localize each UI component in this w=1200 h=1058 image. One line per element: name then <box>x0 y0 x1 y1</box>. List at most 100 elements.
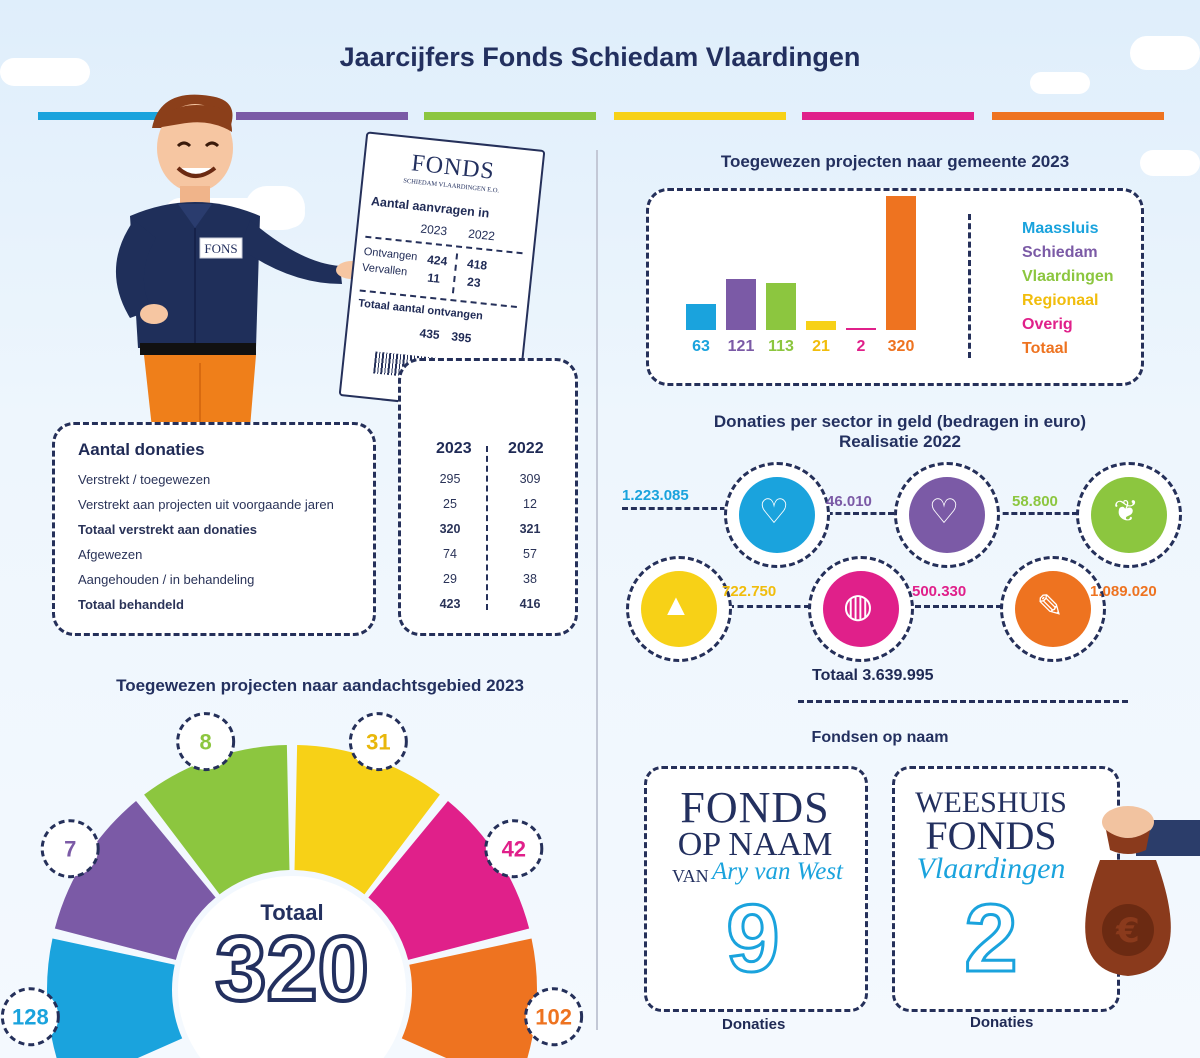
cloud <box>1140 150 1200 176</box>
fund-box-ary-van-west <box>644 766 868 1012</box>
sector-amount: 1.223.085 <box>622 487 689 504</box>
bar-totaal <box>886 196 916 330</box>
plant-hand-icon: ❦ <box>1113 495 1139 528</box>
receipt-row-label: Vervallen <box>361 261 408 279</box>
donut-value-label: 7 <box>64 837 76 862</box>
fund1-label: Donaties <box>722 1016 786 1033</box>
donut-value-label: 31 <box>366 730 390 755</box>
cloud <box>1030 72 1090 94</box>
sector-amount: 500.330 <box>912 583 967 600</box>
donut-total-value: 320 <box>215 918 369 1020</box>
legend-maassluis: Maassluis <box>1022 220 1099 237</box>
donaties-table <box>52 422 376 636</box>
donut-value-label: 102 <box>535 1005 572 1030</box>
connector-line <box>994 512 1078 515</box>
bar-value-label: 320 <box>887 338 915 355</box>
donaties-value-2023: 295 <box>439 472 461 486</box>
donut-wedge-zorg <box>47 938 183 1058</box>
bar-regionaal <box>806 321 836 330</box>
receipt-year-2022: 2022 <box>467 226 496 244</box>
bar-value-label: 2 <box>856 338 866 355</box>
color-stripe <box>992 112 1164 120</box>
donut-value-label: 8 <box>200 730 212 755</box>
fund1-name: Ary van West <box>712 858 843 885</box>
fund2-count: 2 <box>963 884 1019 994</box>
connector-line <box>622 507 726 510</box>
sector-circle <box>626 556 732 662</box>
bar-value-label: 63 <box>692 338 710 355</box>
donut-value-label: 128 <box>12 1005 49 1030</box>
receipt-vline <box>451 253 459 294</box>
gemeente-chart-title: Toegewezen projecten naar gemeente 2023 <box>720 152 1070 171</box>
money-bag-icon: € <box>1085 806 1200 976</box>
fund2-label: Donaties <box>970 1014 1034 1031</box>
fund-box-weeshuis <box>892 766 1120 1012</box>
donaties-row-label: Totaal verstrekt aan donaties <box>78 522 257 537</box>
fondsen-title: Fondsen op naam <box>811 729 949 746</box>
donut-value-bubble: 102 <box>524 987 584 1047</box>
fund2-line2: FONDS <box>925 813 1057 858</box>
donaties-value-2023: 25 <box>443 497 457 511</box>
donut-wedge-cultuur <box>401 938 537 1058</box>
donut-value-bubble: 7 <box>40 819 100 879</box>
donut-value-bubble: 128 <box>0 987 60 1047</box>
donaties-value-2023: 74 <box>443 547 457 561</box>
bar-value-label: 121 <box>727 338 755 355</box>
legend-regionaal: Regionaal <box>1022 292 1099 309</box>
donaties-row-label: Verstrekt / toegewezen <box>78 472 211 487</box>
aandacht-chart-title: Toegewezen projecten naar aandachtsgebie… <box>116 676 524 695</box>
gemeente-bars-area <box>680 196 930 330</box>
sector-circle <box>1000 556 1106 662</box>
color-stripe <box>38 112 216 120</box>
sector-circle <box>894 462 1000 568</box>
donut-value-bubble: 31 <box>348 712 408 772</box>
sector-circle <box>808 556 914 662</box>
donut-value-bubble: 8 <box>176 712 236 772</box>
hands-heart-icon: ♡ <box>758 493 790 531</box>
legend-totaal: Totaal <box>1022 340 1068 357</box>
fund2-line1: WEESHUIS <box>915 786 1067 819</box>
legend-vlaardingen: Vlaardingen <box>1022 268 1114 285</box>
bar-maassluis <box>686 303 716 330</box>
cloud <box>1130 36 1200 70</box>
color-stripe <box>802 112 974 120</box>
bar-vlaardingen <box>766 282 796 330</box>
svg-text:€: € <box>1115 911 1140 951</box>
cloud <box>0 58 90 86</box>
sector-circle <box>724 462 830 568</box>
donut-wedge-natuur <box>144 745 290 895</box>
sector-amount: 1.089.020 <box>1090 583 1157 600</box>
color-stripe <box>236 112 408 120</box>
receipt-row-value: 11 <box>426 270 441 286</box>
fund1-van: VAN <box>672 866 709 886</box>
donaties-value-2023: 320 <box>439 522 461 536</box>
donaties-value-2022: 38 <box>523 572 537 586</box>
basketball-icon: ◍ <box>843 587 873 625</box>
donut-wedge-sport <box>368 801 530 960</box>
bar-schiedam <box>726 279 756 330</box>
connector-line <box>906 605 1002 608</box>
donaties-value-2022: 57 <box>523 547 537 561</box>
donaties-value-2022: 321 <box>519 522 541 536</box>
receipt-year-2023: 2023 <box>419 221 448 239</box>
graduation-cap-icon: ▲ <box>661 589 691 622</box>
section-divider <box>596 150 598 1030</box>
sector-title-line2: Realisatie 2022 <box>839 432 961 451</box>
legend-schiedam: Schiedam <box>1022 244 1098 261</box>
donaties-row-label: Verstrekt aan projecten uit voorgaande j… <box>78 497 334 512</box>
color-stripe <box>614 112 786 120</box>
connector-line <box>798 700 1128 703</box>
donut-wedge-gezondheid <box>54 801 216 960</box>
donaties-year-2023: 2023 <box>436 440 472 457</box>
donut-center <box>178 876 406 1058</box>
fund1-count: 9 <box>725 884 781 994</box>
sector-circle <box>1076 462 1182 568</box>
donaties-row-label: Afgewezen <box>78 547 143 562</box>
donaties-value-2023: 29 <box>443 572 457 586</box>
connector-line <box>818 512 894 515</box>
bar-overig <box>846 328 876 330</box>
receipt-row-value: 23 <box>466 274 482 291</box>
donaties-value-2022: 416 <box>519 597 541 611</box>
man-illustration: FONS <box>115 94 368 428</box>
